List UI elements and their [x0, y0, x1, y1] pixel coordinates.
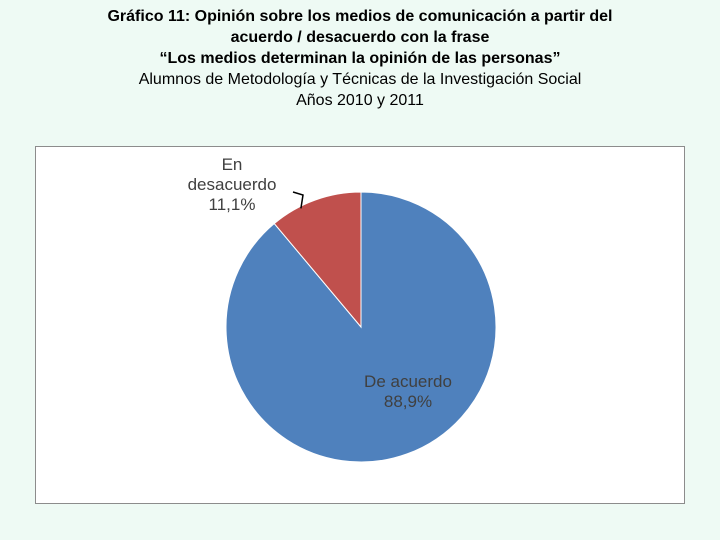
chart-subtitle-line-2: Años 2010 y 2011 [296, 92, 424, 109]
slice-label-1-line-0: En [222, 155, 243, 174]
chart-title-line-1: Gráfico 11: Opinión sobre los medios de … [107, 8, 613, 25]
slice-label-1-line-1: desacuerdo [188, 175, 277, 194]
chart-subtitle-line-1: Alumnos de Metodología y Técnicas de la … [138, 71, 582, 88]
slice-label-0-line-1: 88,9% [384, 392, 432, 411]
leader-line-en-desacuerdo [292, 191, 304, 209]
pie-slice-en-desacuerdo [273, 191, 362, 329]
leader-lines [292, 191, 304, 209]
pie-slices [225, 191, 497, 463]
chart-title-line-2: acuerdo / desacuerdo con la frase [230, 29, 490, 46]
chart-title-block: Gráfico 11: Opinión sobre los medios de … [0, 6, 720, 111]
slice-label-1-line-2: 11,1% [209, 195, 256, 214]
chart-title-line-3: “Los medios determinan la opinión de las… [159, 50, 561, 67]
chart-area: De acuerdo 88,9% En desacuerdo 11,1% [35, 146, 685, 504]
slice-label-0-line-0: De acuerdo [364, 372, 452, 391]
